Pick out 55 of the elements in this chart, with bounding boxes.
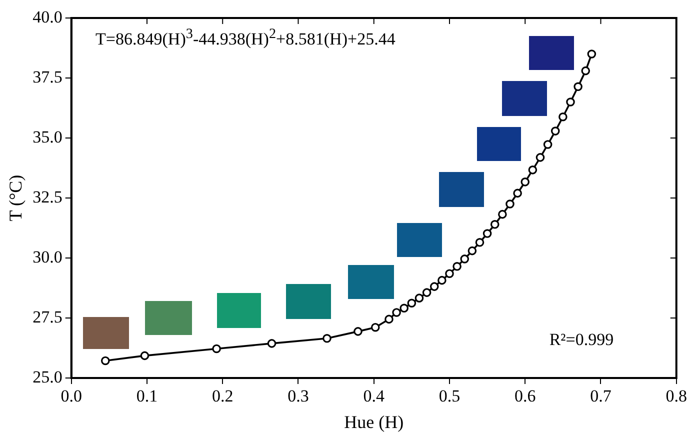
point <box>566 98 575 106</box>
y-tick-label: 35.0 <box>32 127 62 146</box>
x-tick-label: 0.7 <box>590 386 612 406</box>
point <box>513 188 522 198</box>
x-tick-label: 0.0 <box>60 386 82 406</box>
y-tick-label: 32.5 <box>32 187 62 206</box>
y-tick-label: 40.0 <box>32 7 62 26</box>
point <box>267 339 276 348</box>
point <box>445 269 454 278</box>
point <box>430 282 439 291</box>
x-axis-title: Hue (H) <box>344 412 404 432</box>
point <box>550 126 560 136</box>
point <box>558 112 568 122</box>
y-tick-label: 25.0 <box>32 367 62 386</box>
point <box>490 220 500 229</box>
x-tick-label: 0.8 <box>666 386 687 406</box>
point <box>438 276 446 285</box>
point <box>574 82 582 92</box>
point <box>520 178 530 186</box>
point <box>407 298 416 308</box>
point <box>528 166 538 174</box>
point <box>140 351 150 360</box>
point <box>498 210 507 219</box>
point <box>460 254 470 264</box>
x-tick-label: 0.1 <box>136 386 158 406</box>
x-tick-label: 0.4 <box>363 386 385 406</box>
point <box>392 308 401 317</box>
point <box>468 246 477 256</box>
point <box>543 140 552 149</box>
point <box>506 200 514 208</box>
point <box>414 294 424 302</box>
point <box>452 262 462 271</box>
y-tick-label: 37.5 <box>32 67 62 86</box>
y-axis-title: T (°C) <box>6 174 26 222</box>
x-tick-label: 0.6 <box>514 386 536 406</box>
x-tick-label: 0.2 <box>212 386 234 406</box>
point <box>322 334 332 343</box>
y-tick-label: 27.5 <box>32 307 62 326</box>
point <box>212 344 221 354</box>
point <box>100 356 110 366</box>
point <box>354 327 362 336</box>
x-tick-label: 0.3 <box>288 386 309 406</box>
point <box>384 314 394 324</box>
annotation: T=86.849(H)$^{3}$-44.938(H)$^{2}$+8.581(H)+25.44 <box>96 26 396 50</box>
point <box>581 66 590 76</box>
point <box>482 229 492 238</box>
point <box>536 153 545 162</box>
point <box>370 322 380 332</box>
point <box>400 304 409 313</box>
annotation: R²=0.999 <box>549 330 614 350</box>
y-tick-label: 30.0 <box>32 247 62 266</box>
x-tick-label: 0.5 <box>438 386 460 406</box>
point <box>422 288 432 297</box>
point <box>475 238 484 247</box>
point <box>587 50 596 58</box>
